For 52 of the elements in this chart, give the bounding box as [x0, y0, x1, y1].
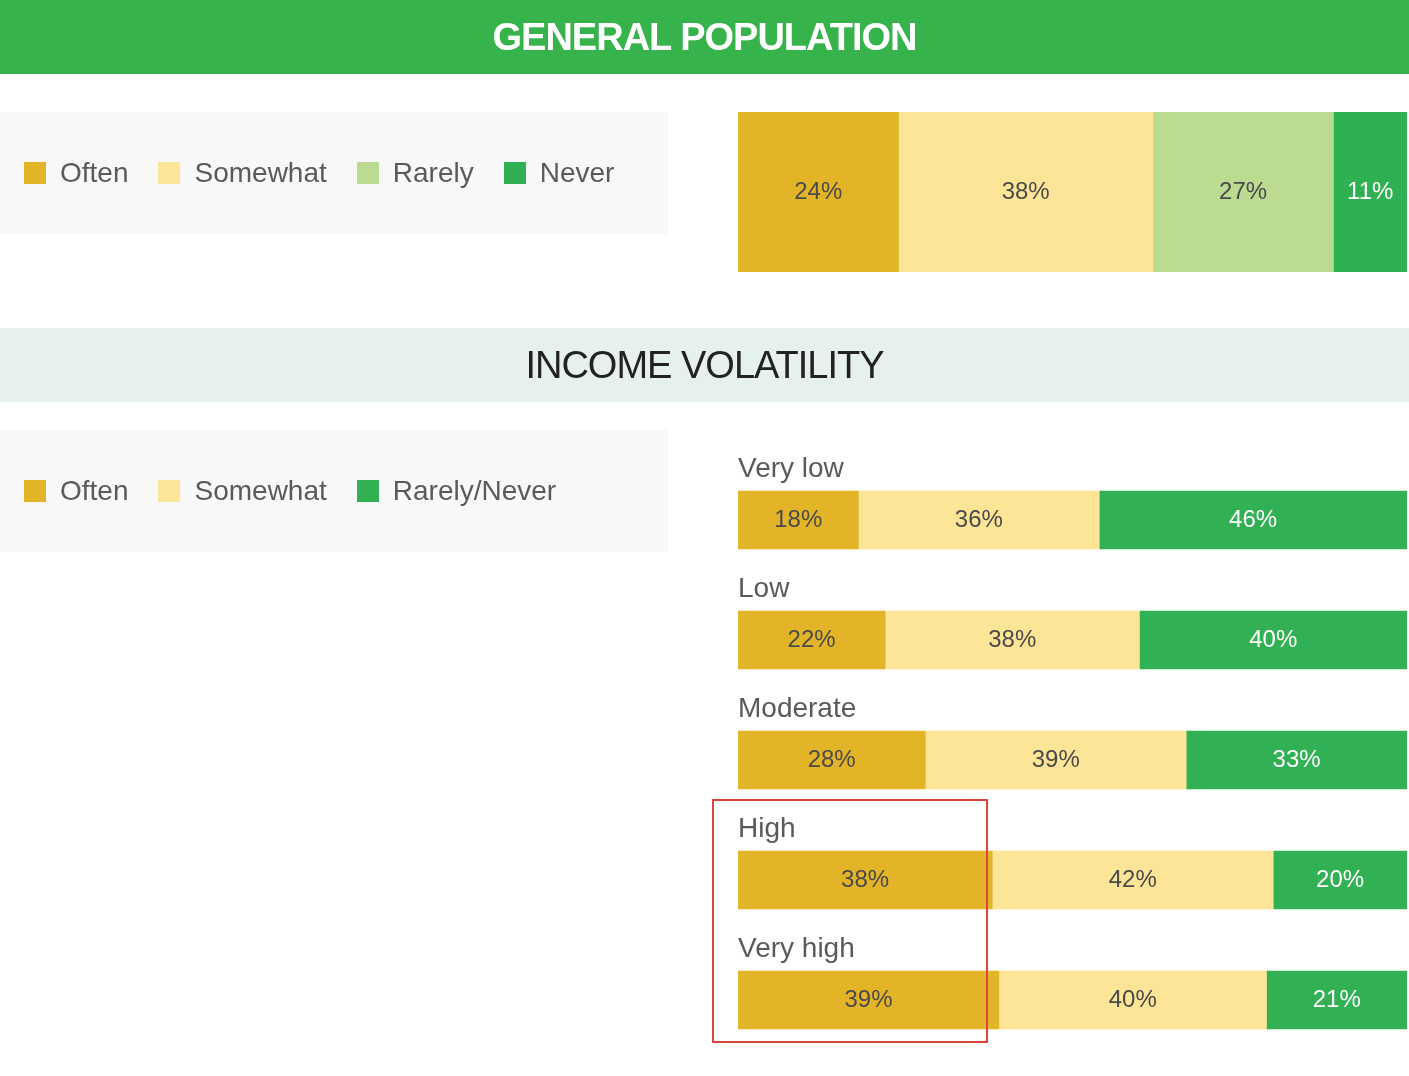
y-tick-label: High: [738, 811, 796, 843]
data-label: 38%: [988, 624, 1037, 652]
data-label: 36%: [954, 504, 1003, 532]
data-label: 18%: [774, 504, 823, 532]
bar: [1333, 112, 1407, 272]
bar: [1272, 850, 1407, 910]
bar: [738, 730, 926, 790]
data-label: 40%: [1249, 624, 1298, 652]
bar: [898, 112, 1154, 272]
data-label: 46%: [1229, 504, 1278, 532]
data-label: 38%: [1001, 176, 1050, 204]
chart-title: INCOME VOLATILITY: [0, 328, 1409, 402]
y-tick-label: Very high: [738, 931, 855, 963]
y-tick-label: Very low: [738, 451, 845, 483]
bar: [1139, 610, 1407, 670]
bar: [1185, 730, 1407, 790]
bar: [738, 850, 993, 910]
chart-title: GENERAL POPULATION: [0, 0, 1409, 74]
data-label: 22%: [787, 624, 836, 652]
legend-label: Often: [60, 157, 129, 189]
bar: [924, 730, 1187, 790]
bar: [991, 850, 1274, 910]
data-label: 28%: [807, 744, 856, 772]
bar: [1098, 490, 1407, 550]
data-label: 39%: [844, 984, 893, 1012]
bar: [884, 610, 1140, 670]
data-label: 21%: [1312, 984, 1361, 1012]
legend-label: Often: [60, 475, 129, 507]
legend-label: Never: [539, 157, 615, 189]
bar: [738, 970, 1000, 1030]
data-label: 33%: [1272, 744, 1321, 772]
legend-label: Somewhat: [194, 157, 327, 189]
y-tick-label: Low: [738, 571, 791, 603]
data-label: 40%: [1108, 984, 1157, 1012]
y-tick-label: Moderate: [738, 691, 857, 723]
data-label: 27%: [1219, 176, 1268, 204]
legend-label: Rarely: [392, 157, 474, 189]
legend-label: Somewhat: [194, 475, 327, 507]
data-label: 20%: [1316, 864, 1365, 892]
data-label: 24%: [794, 176, 843, 204]
bar: [738, 112, 899, 272]
data-label: 11%: [1347, 176, 1394, 204]
data-label: 38%: [841, 864, 890, 892]
bar: [738, 490, 859, 550]
bar: [858, 490, 1100, 550]
bar: [1266, 970, 1407, 1030]
data-label: 42%: [1108, 864, 1157, 892]
bar: [998, 970, 1267, 1030]
bar: [738, 610, 886, 670]
bar: [1152, 112, 1334, 272]
data-label: 39%: [1031, 744, 1080, 772]
legend-label: Rarely/Never: [392, 475, 557, 507]
